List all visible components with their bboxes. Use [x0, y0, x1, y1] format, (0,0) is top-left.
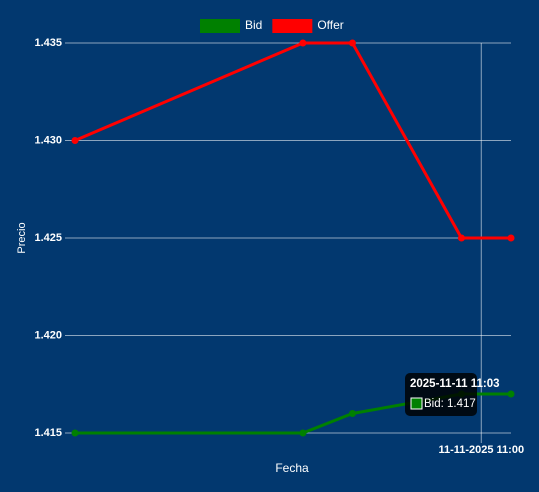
- y-tick-label: 1.420: [34, 329, 62, 341]
- data-point: [71, 429, 79, 437]
- data-point: [507, 390, 515, 398]
- data-point: [348, 410, 356, 417]
- y-tick-label: 1.425: [34, 232, 62, 244]
- y-tick-label: 1.435: [34, 37, 62, 49]
- legend-label: Offer: [317, 18, 343, 32]
- y-tick-label: 1.415: [34, 427, 62, 439]
- legend-swatch: [272, 19, 313, 33]
- x-tick-label: 11-11-2025 11:00: [438, 444, 524, 456]
- tooltip-box: [405, 373, 477, 416]
- legend-swatch: [200, 19, 240, 33]
- tooltip: 2025-11-11 11:03 Bid: 1.417: [405, 373, 500, 416]
- data-point: [457, 234, 465, 242]
- data-point: [507, 234, 515, 242]
- tooltip-separator: :: [441, 398, 447, 410]
- tooltip-series: Bid: [424, 398, 441, 410]
- data-point: [299, 39, 307, 47]
- tooltip-value: 1.417: [447, 398, 476, 410]
- y-tick-label: 1.430: [34, 134, 62, 146]
- y-axis-title: Precio: [16, 222, 28, 253]
- data-point: [299, 429, 307, 437]
- legend-label: Bid: [245, 18, 262, 32]
- data-point: [348, 39, 356, 47]
- tooltip-swatch: [410, 397, 423, 410]
- data-point: [71, 137, 79, 144]
- tooltip-label: Bid: 1.417: [424, 398, 476, 410]
- x-axis-title: Fecha: [275, 461, 309, 475]
- tooltip-title: 2025-11-11 11:03: [410, 378, 500, 390]
